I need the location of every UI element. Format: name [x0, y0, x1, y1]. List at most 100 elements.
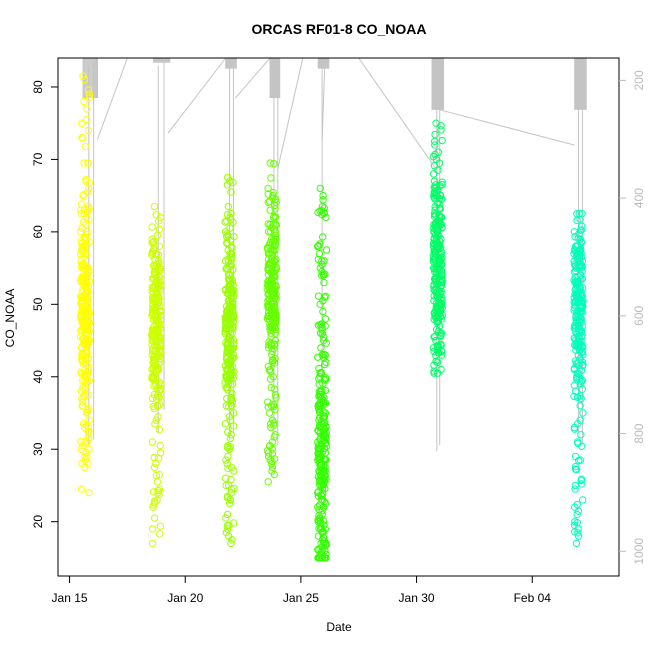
data-point	[320, 498, 329, 506]
data-point	[149, 525, 157, 533]
x-tick-label: Jan 20	[167, 591, 203, 605]
data-point	[221, 474, 230, 482]
data-point	[431, 150, 439, 159]
data-point	[570, 364, 579, 373]
data-point	[318, 325, 326, 334]
data-point	[270, 470, 279, 479]
data-point	[81, 205, 89, 214]
data-point	[151, 420, 159, 428]
altitude-trace-line	[97, 57, 128, 140]
data-point	[155, 382, 163, 390]
data-point	[227, 475, 235, 484]
chart-title: ORCAS RF01-8 CO_NOAA	[251, 21, 426, 37]
data-point	[576, 215, 584, 223]
data-point	[314, 532, 323, 540]
data-point	[322, 292, 330, 301]
data-point	[578, 342, 586, 351]
data-point	[436, 182, 444, 190]
data-point	[264, 220, 272, 228]
data-point	[148, 223, 156, 231]
data-point	[577, 249, 585, 257]
data-point	[315, 249, 324, 258]
data-point	[85, 268, 93, 276]
data-point	[77, 200, 86, 208]
data-point	[222, 514, 230, 522]
data-point	[570, 260, 579, 268]
data-point	[80, 393, 88, 401]
data-point	[223, 394, 231, 403]
data-point	[83, 310, 92, 319]
data-point	[315, 380, 323, 388]
data-point	[151, 269, 159, 277]
data-point	[84, 159, 92, 167]
data-point	[155, 485, 164, 493]
data-point	[571, 503, 579, 511]
data-point	[314, 516, 322, 524]
data-point	[223, 366, 232, 374]
data-point	[433, 313, 441, 322]
plot-frame	[57, 57, 620, 577]
data-point	[264, 198, 273, 206]
data-point	[155, 393, 163, 402]
data-point	[77, 368, 85, 376]
data-point	[314, 426, 322, 435]
data-point	[156, 449, 165, 457]
data-point	[578, 385, 586, 393]
data-point	[81, 453, 89, 461]
data-point	[80, 280, 88, 289]
data-point	[83, 408, 91, 416]
data-point	[225, 282, 233, 290]
data-point	[270, 401, 278, 409]
data-point	[436, 302, 444, 310]
data-point	[83, 405, 92, 414]
data-point	[271, 405, 279, 414]
data-point	[437, 341, 445, 349]
data-point	[79, 352, 87, 361]
data-point	[221, 420, 230, 428]
data-point	[434, 327, 443, 335]
data-point	[574, 532, 583, 540]
data-point	[149, 310, 157, 318]
data-point	[223, 510, 232, 519]
data-point	[321, 315, 330, 323]
data-point	[572, 339, 580, 348]
data-point	[149, 501, 158, 509]
data-point	[155, 284, 163, 293]
data-point	[264, 297, 272, 305]
data-point	[573, 518, 582, 527]
data-point	[224, 403, 233, 411]
data-point	[228, 244, 236, 252]
data-point	[574, 321, 583, 330]
data-point	[80, 159, 88, 167]
data-point	[314, 488, 323, 496]
data-point	[79, 285, 87, 294]
data-point	[272, 394, 280, 402]
data-point	[574, 287, 582, 295]
right-axis-tick-label: 800	[632, 423, 646, 443]
data-point	[84, 126, 93, 135]
data-point	[224, 255, 232, 264]
data-point	[149, 284, 157, 292]
data-point	[570, 425, 579, 433]
data-point	[432, 264, 440, 272]
data-point	[150, 404, 158, 413]
data-point	[432, 218, 441, 227]
data-point	[152, 211, 160, 219]
data-point	[433, 266, 442, 274]
y-tick-label: 80	[31, 80, 45, 94]
data-point	[322, 339, 331, 347]
data-point	[570, 228, 579, 236]
data-point	[77, 210, 85, 218]
data-point	[434, 220, 443, 228]
data-point	[435, 242, 444, 250]
data-point	[317, 400, 325, 408]
y-tick-label: 30	[31, 442, 45, 456]
data-point	[156, 441, 164, 450]
data-point	[228, 395, 236, 403]
data-point	[223, 521, 232, 530]
data-point	[314, 255, 322, 264]
data-point	[84, 184, 93, 193]
data-point	[269, 356, 277, 364]
data-point	[150, 340, 159, 349]
data-point	[84, 404, 93, 412]
